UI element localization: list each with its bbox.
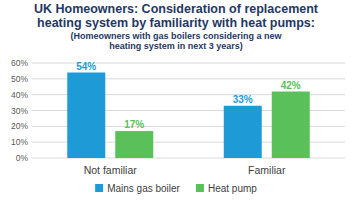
x-tick-label: Not familiar	[84, 164, 138, 176]
y-tick-label: 10%	[11, 137, 28, 147]
legend-label: Mains gas boiler	[107, 183, 180, 194]
y-tick-label: 30%	[11, 106, 28, 116]
legend-swatch	[196, 184, 204, 192]
bar	[115, 131, 153, 158]
grid	[32, 63, 345, 158]
legend-swatch	[95, 184, 103, 192]
chart: UK Homeowners: Consideration of replacem…	[0, 0, 352, 202]
data-label: 17%	[124, 119, 144, 130]
x-tick-label: Familiar	[248, 164, 286, 176]
data-label: 33%	[233, 94, 253, 105]
y-tick-label: 40%	[11, 90, 28, 100]
subtitle: (Homeowners with gas boilers considering…	[66, 31, 286, 51]
bar	[67, 73, 105, 159]
y-tick-label: 50%	[11, 74, 28, 84]
plot: 0% 10% 20% 30% 40% 50% 60% 54% 17% 33% 42% Not fami…	[0, 0, 352, 202]
bar	[272, 92, 310, 159]
bars	[67, 73, 310, 159]
title: UK Homeowners: Consideration of replacem…	[26, 2, 326, 30]
data-labels: 54% 17% 33% 42%	[76, 61, 301, 131]
data-label: 42%	[281, 80, 301, 91]
y-tick-label: 20%	[11, 121, 28, 131]
legend: Mains gas boiler Heat pump	[95, 183, 257, 194]
legend-label: Heat pump	[208, 183, 257, 194]
bar	[224, 106, 262, 158]
data-label: 54%	[76, 61, 96, 72]
y-tick-label: 60%	[11, 58, 28, 68]
y-tick-label: 0%	[16, 153, 29, 163]
